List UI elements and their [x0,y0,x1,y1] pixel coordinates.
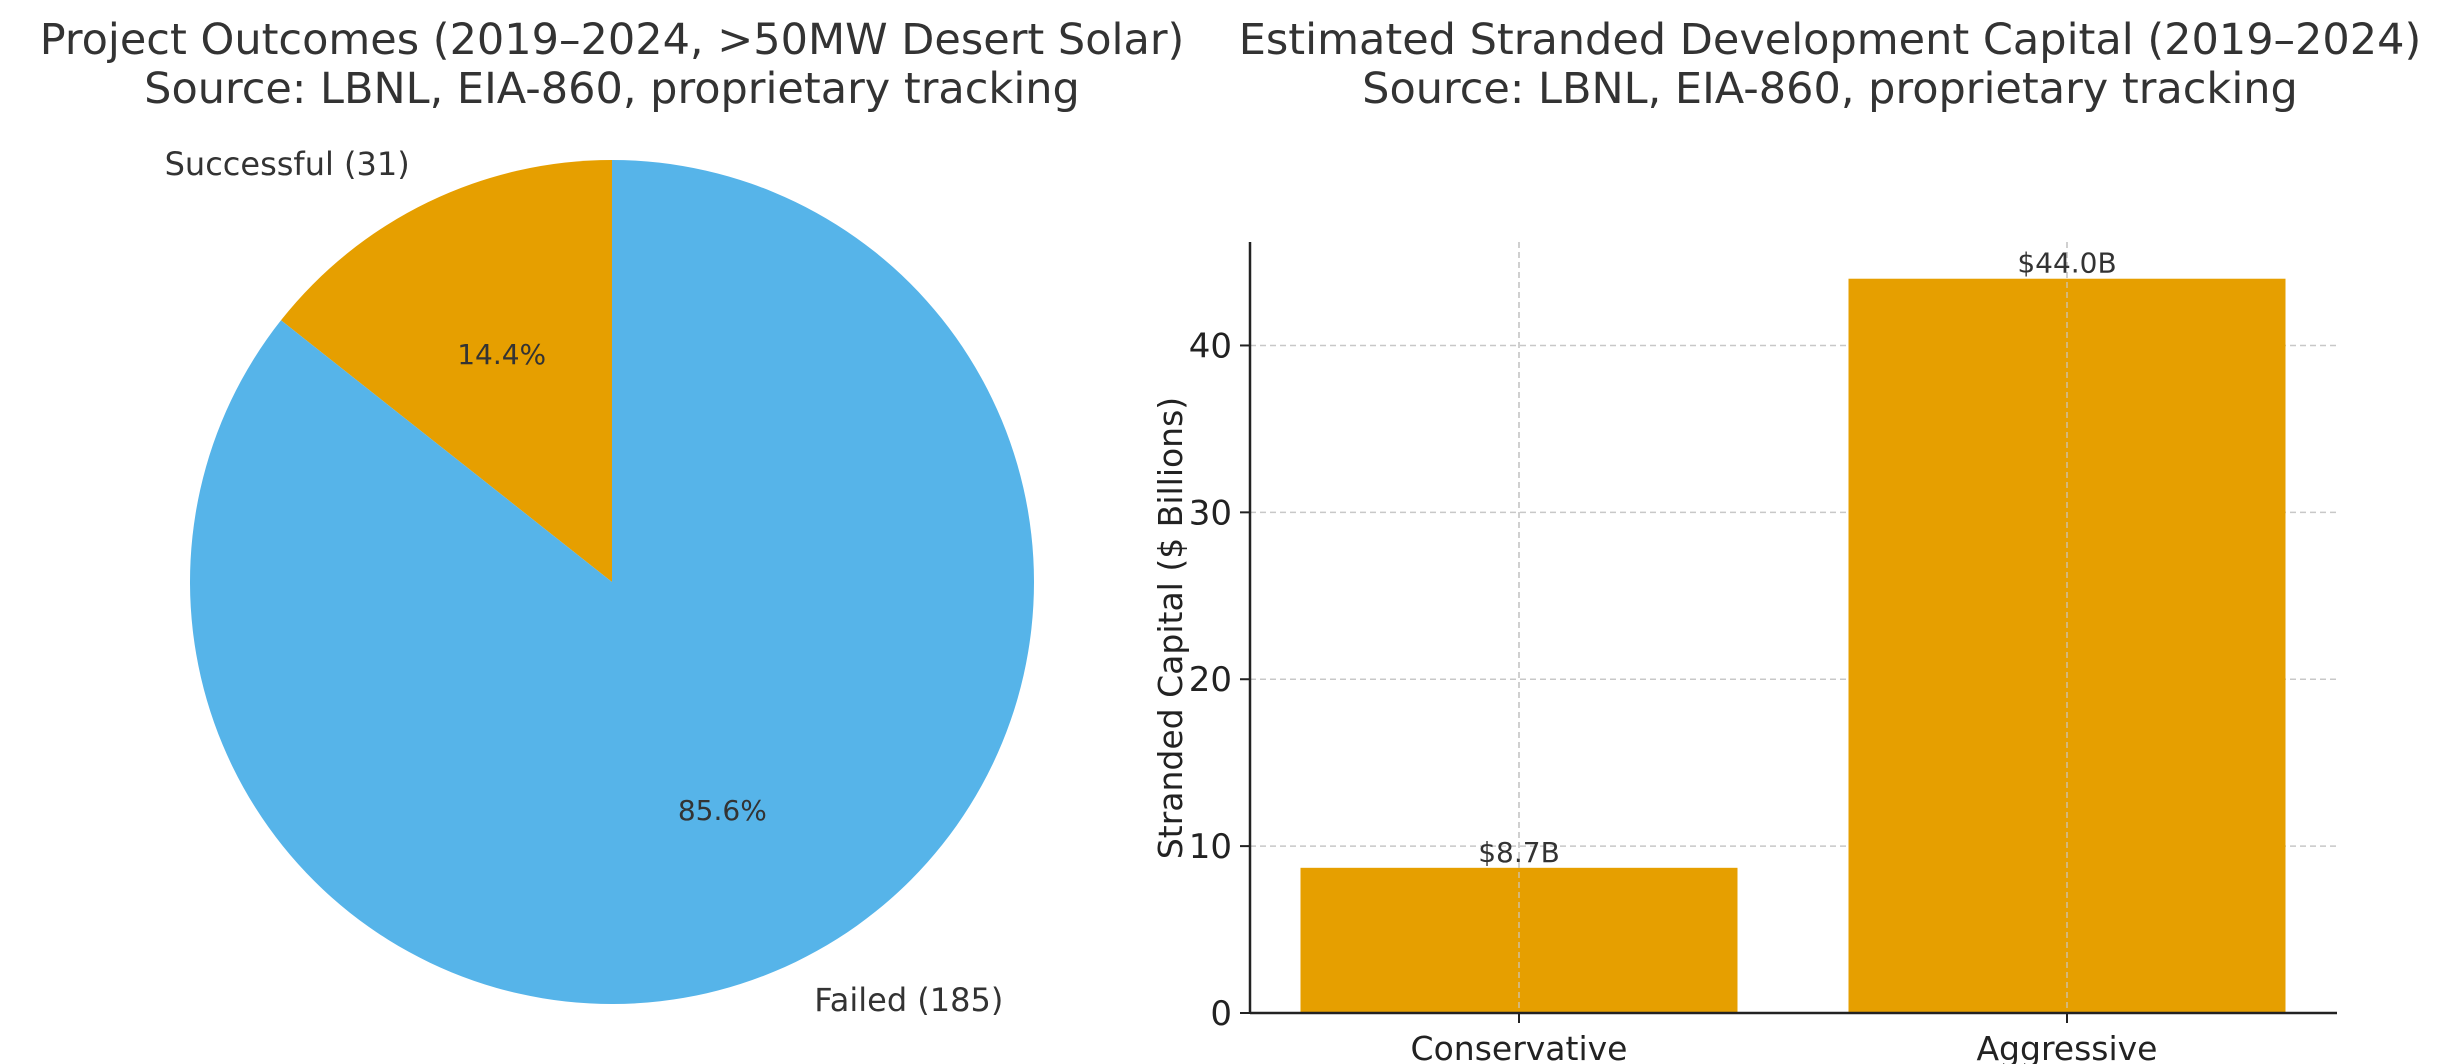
y-tick-label: 40 [1189,326,1232,366]
pie-label-1: Failed (185) [814,981,1003,1019]
y-axis-label: Stranded Capital ($ Billions) [1151,397,1190,859]
pie-slice-0 [280,160,612,582]
y-tick-label: 30 [1189,493,1232,533]
y-tick-label: 20 [1189,660,1232,700]
x-tick-label-1: Aggressive [1976,1029,2157,1064]
bar-title: Estimated Stranded Development Capital (… [1239,15,2422,65]
x-tick-label-0: Conservative [1411,1029,1628,1064]
pie-pct-label-0: 14.4% [457,338,546,371]
pie-label-0: Successful (31) [165,145,410,183]
bar-data-label-1: $44.0B [2017,247,2116,280]
bar-chart: Estimated Stranded Development Capital (… [1151,15,2421,1064]
pie-title: Project Outcomes (2019–2024, >50MW Deser… [40,15,1185,65]
y-tick-label: 10 [1189,827,1232,867]
pie-slice-1 [189,160,1035,1004]
pie-pct-label-1: 85.6% [678,794,767,827]
pie-subtitle: Source: LBNL, EIA-860, proprietary track… [144,64,1080,114]
pie-chart: Project Outcomes (2019–2024, >50MW Deser… [40,15,1185,1019]
bar-subtitle: Source: LBNL, EIA-860, proprietary track… [1362,64,2298,114]
bar-0 [1300,867,1738,1013]
bar-data-label-0: $8.7B [1478,836,1560,869]
y-tick-label: 0 [1210,994,1232,1034]
